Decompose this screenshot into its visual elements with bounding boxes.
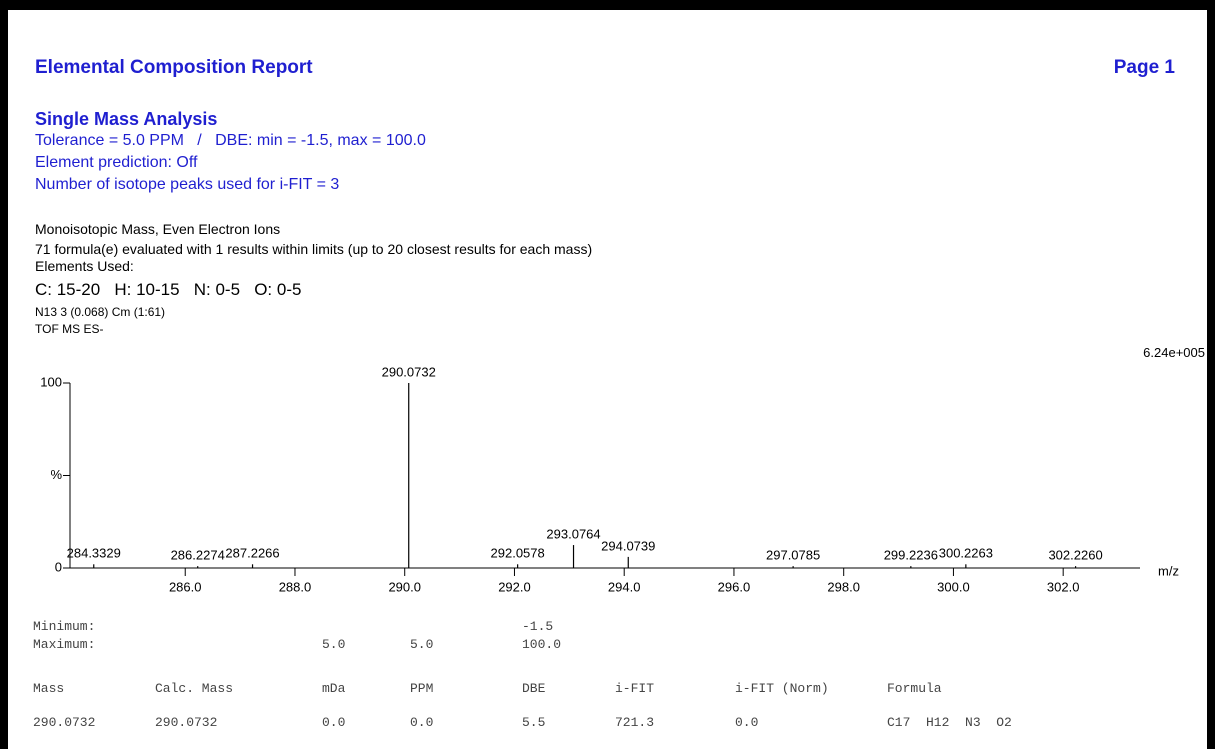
x-tick-label: 296.0 bbox=[718, 579, 751, 594]
x-axis-label: m/z bbox=[1158, 563, 1179, 578]
y-tick-label: % bbox=[50, 467, 62, 482]
column-header: i-FIT bbox=[615, 681, 655, 696]
column-header: PPM bbox=[410, 681, 434, 696]
analysis-line: Element prediction: Off bbox=[35, 154, 198, 171]
column-header: Mass bbox=[33, 681, 65, 696]
table-cell: 0.0 bbox=[322, 715, 346, 730]
limit-value: 5.0 bbox=[322, 637, 346, 652]
scale-label: 6.24e+005 bbox=[1143, 345, 1205, 360]
limit-label: Minimum: bbox=[33, 619, 96, 634]
x-tick-label: 288.0 bbox=[279, 579, 312, 594]
limit-value: 100.0 bbox=[522, 637, 562, 652]
limit-value: 5.0 bbox=[410, 637, 434, 652]
analysis-line: Tolerance = 5.0 PPM / DBE: min = -1.5, m… bbox=[35, 132, 426, 149]
table-cell: 5.5 bbox=[522, 715, 546, 730]
report-title: Elemental Composition Report bbox=[35, 57, 313, 78]
y-tick-label: 100 bbox=[40, 374, 62, 389]
sample-line: TOF MS ES- bbox=[35, 322, 104, 336]
info-line: Elements Used: bbox=[35, 258, 134, 274]
column-header: DBE bbox=[522, 681, 546, 696]
column-header: Calc. Mass bbox=[155, 681, 234, 696]
table-cell: 0.0 bbox=[410, 715, 434, 730]
column-header: mDa bbox=[322, 681, 346, 696]
x-tick-label: 298.0 bbox=[827, 579, 860, 594]
table-cell: 290.0732 bbox=[155, 715, 218, 730]
info-line: 71 formula(e) evaluated with 1 results w… bbox=[35, 241, 593, 257]
peak-label: 297.0785 bbox=[766, 548, 820, 563]
peak-label: 284.3329 bbox=[67, 546, 121, 561]
peak-label: 294.0739 bbox=[601, 538, 655, 553]
sample-line: N13 3 (0.068) Cm (1:61) bbox=[35, 305, 166, 319]
analysis-heading: Single Mass Analysis bbox=[35, 109, 218, 129]
table-cell: 0.0 bbox=[735, 715, 759, 730]
sheet bbox=[8, 10, 1207, 749]
x-tick-label: 290.0 bbox=[388, 579, 421, 594]
x-tick-label: 302.0 bbox=[1047, 579, 1080, 594]
peak-label: 287.2266 bbox=[225, 546, 279, 561]
limit-label: Maximum: bbox=[33, 637, 96, 652]
column-header: Formula bbox=[887, 681, 942, 696]
peak-label: 302.2260 bbox=[1048, 548, 1102, 563]
peak-label: 299.2236 bbox=[884, 548, 938, 563]
y-tick-label: 0 bbox=[55, 559, 62, 574]
peak-label: 300.2263 bbox=[939, 546, 993, 561]
x-tick-label: 294.0 bbox=[608, 579, 641, 594]
peak-label: 292.0578 bbox=[491, 546, 545, 561]
peak-label: 293.0764 bbox=[546, 526, 600, 541]
x-tick-label: 286.0 bbox=[169, 579, 202, 594]
x-tick-label: 292.0 bbox=[498, 579, 531, 594]
elements: C: 15-20 H: 10-15 N: 0-5 O: 0-5 bbox=[35, 280, 302, 299]
peak-label: 290.0732 bbox=[382, 364, 436, 379]
info-line: Monoisotopic Mass, Even Electron Ions bbox=[35, 221, 281, 237]
page-number: Page 1 bbox=[1113, 57, 1175, 78]
peak-label: 286.2274 bbox=[171, 548, 225, 563]
table-cell: 290.0732 bbox=[33, 715, 96, 730]
table-cell: 721.3 bbox=[615, 715, 655, 730]
analysis-line: Number of isotope peaks used for i-FIT =… bbox=[35, 176, 340, 193]
table-cell: C17 H12 N3 O2 bbox=[887, 715, 1012, 730]
x-tick-label: 300.0 bbox=[937, 579, 970, 594]
column-header: i-FIT (Norm) bbox=[735, 681, 829, 696]
limit-value: -1.5 bbox=[522, 619, 554, 634]
